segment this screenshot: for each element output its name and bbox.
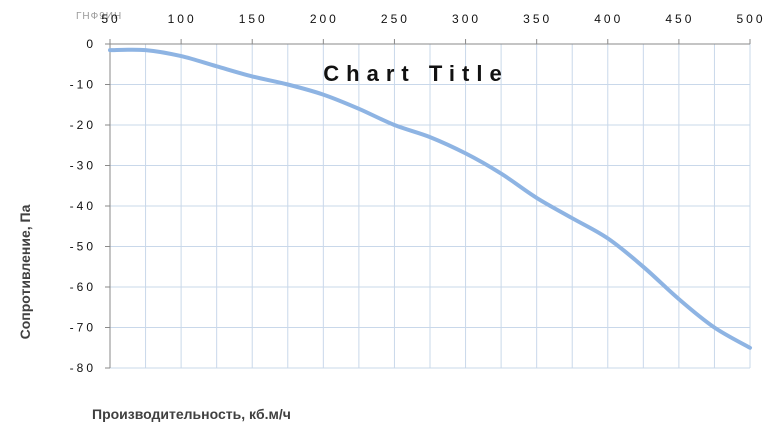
data-point <box>286 83 289 86</box>
data-point <box>429 136 432 139</box>
x-tick-label: 450 <box>665 12 694 26</box>
data-point <box>749 346 752 349</box>
x-tick-label: 150 <box>239 12 268 26</box>
data-point <box>713 326 716 329</box>
chart-title: Chart Title <box>323 61 508 86</box>
data-point <box>500 172 503 175</box>
y-tick-label: -10 <box>70 78 96 92</box>
x-tick-label: 200 <box>310 12 339 26</box>
x-tick-label: 100 <box>168 12 197 26</box>
data-point <box>109 49 112 52</box>
data-point <box>251 75 254 78</box>
x-tick-label: 300 <box>452 12 481 26</box>
y-tick-label: 0 <box>86 37 96 51</box>
grid <box>109 43 751 369</box>
y-tick-label: -80 <box>70 361 96 375</box>
series-line <box>108 47 752 350</box>
data-point <box>535 196 538 199</box>
data-point <box>606 237 609 240</box>
x-tick-label: 400 <box>594 12 623 26</box>
data-point <box>357 107 360 110</box>
y-axis-label: Сопротивление, Па <box>17 204 33 339</box>
data-point <box>180 55 183 58</box>
y-tick-label: -60 <box>70 280 96 294</box>
x-tick-label: 350 <box>523 12 552 26</box>
x-tick-label: 250 <box>381 12 410 26</box>
data-point <box>642 265 645 268</box>
x-tick-label: 500 <box>736 12 764 26</box>
x-axis-label: Производительность, кб.м/ч <box>92 406 291 422</box>
data-point <box>322 93 325 96</box>
y-tick-label: -50 <box>70 240 96 254</box>
data-point <box>215 65 218 68</box>
faint-label: ГНФ9ИН <box>76 11 122 22</box>
axes <box>105 39 751 369</box>
data-point <box>144 49 147 52</box>
data-point <box>571 217 574 220</box>
y-tick-label: -40 <box>70 199 96 213</box>
series <box>108 47 752 350</box>
data-point <box>464 152 467 155</box>
data-point <box>393 124 396 127</box>
y-tick-label: -30 <box>70 159 96 173</box>
y-tick-label: -20 <box>70 118 96 132</box>
labels: ГНФ9ИН Chart Title Сопротивление, Па Про… <box>17 11 764 422</box>
x-tick-label: 50 <box>101 12 120 26</box>
data-point <box>677 298 680 301</box>
y-tick-label: -70 <box>70 321 96 335</box>
